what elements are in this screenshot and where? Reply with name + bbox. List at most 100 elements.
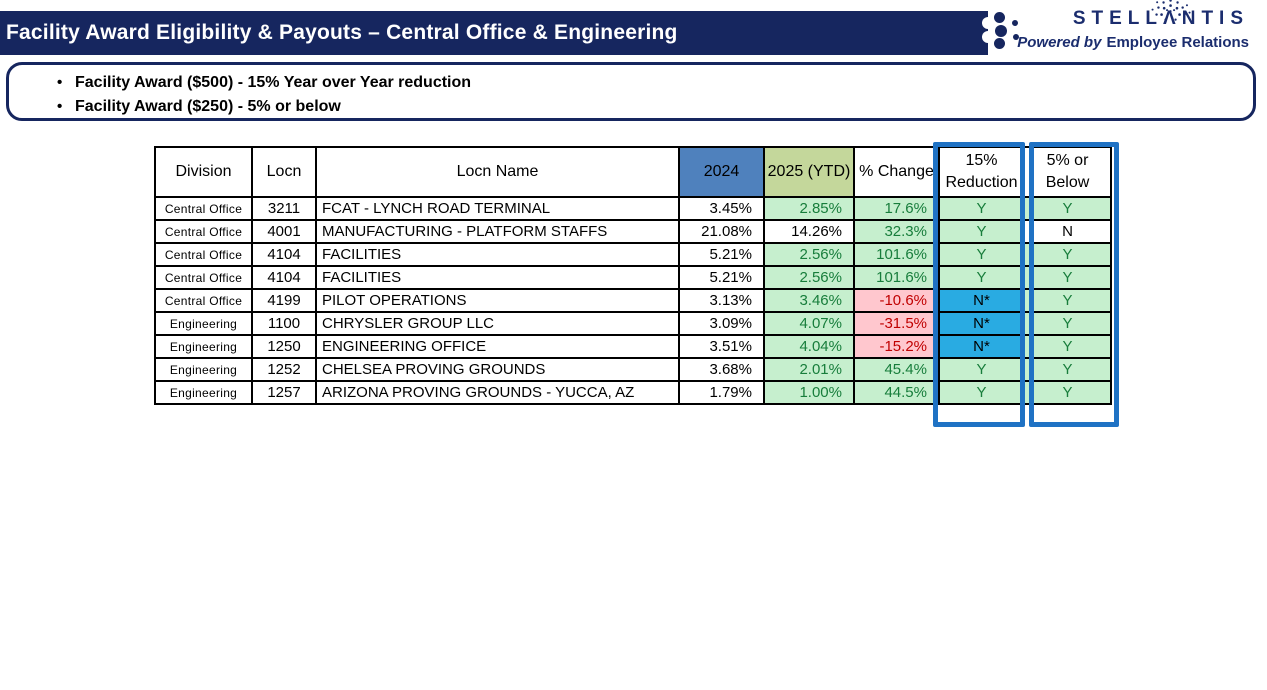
cell-division: Central Office [154, 196, 253, 221]
cell-2025-ytd: 4.04% [763, 334, 855, 359]
cell-locn-name: FCAT - LYNCH ROAD TERMINAL [315, 196, 680, 221]
cell-locn: 4104 [251, 242, 317, 267]
cell-locn-name: MANUFACTURING - PLATFORM STAFFS [315, 219, 680, 244]
col-header-15pct-reduction: 15% Reduction [938, 146, 1025, 198]
cell-2025-ytd: 2.56% [763, 265, 855, 290]
cell-pct-change: 44.5% [853, 380, 940, 405]
powered-by-line: Powered by Employee Relations [1017, 34, 1249, 51]
cell-15pct-reduction: N* [938, 311, 1025, 336]
bullet-icon: • [57, 74, 63, 91]
header-line: Below [1045, 174, 1090, 191]
cell-pct-change: 17.6% [853, 196, 940, 221]
table-row: Central Office 4001 MANUFACTURING - PLAT… [154, 219, 1112, 244]
halftone-dot [994, 12, 1005, 23]
cell-2024: 1.79% [678, 380, 765, 405]
cell-5pct-below: Y [1023, 380, 1112, 405]
award-criteria-box: • Facility Award ($500) - 15% Year over Y… [6, 62, 1256, 121]
criteria-text-2: Facility Award ($250) - 5% or below [75, 98, 341, 115]
cell-locn-name: FACILITIES [315, 265, 680, 290]
table-row: Central Office 4199 PILOT OPERATIONS 3.1… [154, 288, 1112, 313]
stellantis-logo: STELL ΛNTIS Powered by Employee Relations [1017, 0, 1249, 51]
cell-5pct-below: Y [1023, 196, 1112, 221]
cell-15pct-reduction: N* [938, 334, 1025, 359]
cell-locn: 1250 [251, 334, 317, 359]
cell-division: Central Office [154, 219, 253, 244]
cell-2025-ytd: 2.56% [763, 242, 855, 267]
cell-2024: 3.51% [678, 334, 765, 359]
cell-locn: 1252 [251, 357, 317, 382]
table-row: Central Office 3211 FCAT - LYNCH ROAD TE… [154, 196, 1112, 221]
cell-pct-change: -31.5% [853, 311, 940, 336]
col-header-locn-name: Locn Name [315, 146, 680, 198]
cell-15pct-reduction: N* [938, 288, 1025, 313]
cell-2025-ytd: 2.01% [763, 357, 855, 382]
cell-2025-ytd: 4.07% [763, 311, 855, 336]
payout-table: Division Locn Locn Name 2024 2025 (YTD) … [154, 146, 1112, 405]
powered-by-label: Powered by [1017, 34, 1102, 51]
cell-pct-change: 45.4% [853, 357, 940, 382]
page-title: Facility Award Eligibility & Payouts – C… [6, 21, 678, 44]
employee-relations-label: Employee Relations [1106, 34, 1249, 51]
cell-division: Central Office [154, 288, 253, 313]
cell-locn-name: ARIZONA PROVING GROUNDS - YUCCA, AZ [315, 380, 680, 405]
cell-15pct-reduction: Y [938, 265, 1025, 290]
criteria-bullet-1: • Facility Award ($500) - 15% Year over Y… [9, 71, 1253, 95]
halftone-dot [995, 25, 1007, 37]
cell-5pct-below: Y [1023, 265, 1112, 290]
cell-pct-change: -10.6% [853, 288, 940, 313]
cell-5pct-below: Y [1023, 334, 1112, 359]
cell-2024: 3.09% [678, 311, 765, 336]
criteria-bullet-2: • Facility Award ($250) - 5% or below [9, 95, 1253, 119]
cell-locn: 1257 [251, 380, 317, 405]
cell-locn: 4199 [251, 288, 317, 313]
cell-15pct-reduction: Y [938, 219, 1025, 244]
cell-locn: 1100 [251, 311, 317, 336]
cell-2025-ytd: 14.26% [763, 219, 855, 244]
cell-division: Engineering [154, 357, 253, 382]
col-header-division: Division [154, 146, 253, 198]
cell-division: Engineering [154, 334, 253, 359]
cell-locn: 4104 [251, 265, 317, 290]
table-row: Central Office 4104 FACILITIES 5.21% 2.5… [154, 265, 1112, 290]
table-body: Central Office 3211 FCAT - LYNCH ROAD TE… [154, 196, 1112, 405]
cell-2024: 3.13% [678, 288, 765, 313]
cell-15pct-reduction: Y [938, 380, 1025, 405]
col-header-pct-change: % Change [853, 146, 940, 198]
cell-5pct-below: Y [1023, 357, 1112, 382]
cell-2025-ytd: 3.46% [763, 288, 855, 313]
wordmark-prefix: STELL [1072, 8, 1164, 29]
col-header-locn: Locn [251, 146, 317, 198]
stellantis-a-starburst-icon: Λ [1151, 0, 1191, 31]
cell-2024: 3.45% [678, 196, 765, 221]
bullet-icon: • [57, 98, 63, 115]
cell-2025-ytd: 1.00% [763, 380, 855, 405]
criteria-text-1: Facility Award ($500) - 15% Year over Ye… [75, 74, 472, 91]
col-header-2025-ytd: 2025 (YTD) [763, 146, 855, 198]
cell-5pct-below: Y [1023, 311, 1112, 336]
header-line: Reduction [945, 174, 1018, 191]
cell-division: Engineering [154, 380, 253, 405]
col-header-5pct-below: 5% or Below [1023, 146, 1112, 198]
table-row: Engineering 1100 CHRYSLER GROUP LLC 3.09… [154, 311, 1112, 336]
cell-locn-name: FACILITIES [315, 242, 680, 267]
cell-5pct-below: Y [1023, 288, 1112, 313]
cell-locn-name: ENGINEERING OFFICE [315, 334, 680, 359]
cell-locn: 4001 [251, 219, 317, 244]
cell-pct-change: 32.3% [853, 219, 940, 244]
cell-2025-ytd: 2.85% [763, 196, 855, 221]
starburst-dots-icon [1151, 0, 1191, 21]
cell-pct-change: -15.2% [853, 334, 940, 359]
cell-15pct-reduction: Y [938, 196, 1025, 221]
table-row: Engineering 1252 CHELSEA PROVING GROUNDS… [154, 357, 1112, 382]
cell-division: Central Office [154, 242, 253, 267]
stellantis-wordmark: STELL ΛNTIS [1017, 0, 1249, 31]
cell-division: Central Office [154, 265, 253, 290]
wordmark-suffix: NTIS [1181, 8, 1249, 29]
col-header-2024: 2024 [678, 146, 765, 198]
header-line: 15% [965, 152, 998, 169]
cell-locn-name: CHELSEA PROVING GROUNDS [315, 357, 680, 382]
table-row: Engineering 1257 ARIZONA PROVING GROUNDS… [154, 380, 1112, 405]
cell-5pct-below: Y [1023, 242, 1112, 267]
payout-table-wrap: Division Locn Locn Name 2024 2025 (YTD) … [154, 142, 1119, 427]
cell-locn: 3211 [251, 196, 317, 221]
